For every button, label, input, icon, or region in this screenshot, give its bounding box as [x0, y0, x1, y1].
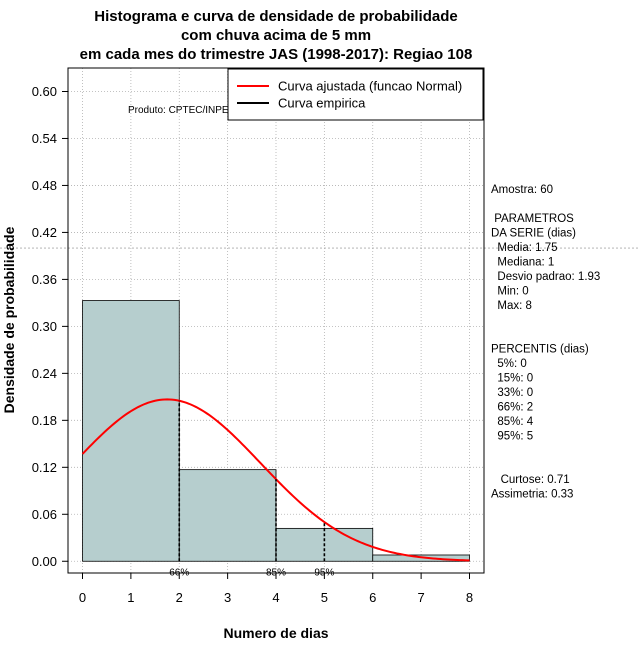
stats-line: 85%: 4 [491, 416, 534, 428]
credit: Produto: CPTEC/INPE [128, 105, 229, 116]
x-tick-label: 1 [127, 590, 134, 605]
legend-label-2: Curva empirica [278, 96, 366, 111]
legend-label-1: Curva ajustada (funcao Normal) [278, 79, 462, 94]
stats-line: Min: 0 [491, 286, 529, 298]
y-tick-label: 0.30 [32, 319, 57, 334]
stats-line: Curtose: 0.71 [491, 474, 570, 486]
x-tick-label: 8 [466, 590, 473, 605]
chart-title-line-1: Histograma e curva de densidade de proba… [94, 8, 457, 25]
stats-panel: Amostra: 60 PARAMETROS DA SERIE (dias) Me… [491, 184, 600, 501]
x-axis-label: Numero de dias [223, 625, 328, 641]
stats-line: PERCENTIS (dias) [491, 344, 589, 356]
credit-text: Produto: CPTEC/INPE [128, 105, 229, 116]
y-tick-label: 0.18 [32, 413, 57, 428]
stats-line: Desvio padrao: 1.93 [491, 271, 600, 283]
chart-title-line-2: com chuva acima de 5 mm [181, 27, 371, 44]
stats-line: 95%: 5 [491, 431, 533, 443]
stats-line: Amostra: 60 [491, 184, 553, 196]
axes: 0 1 2 3 4 5 6 7 8 0.00 0.06 0.12 0.18 0.24 0.30 0.36 0.4… [1, 67, 485, 641]
x-tick-label: 4 [272, 590, 279, 605]
y-tick-label: 0.12 [32, 460, 57, 475]
stats-line: 5%: 0 [491, 358, 527, 370]
stats-line: DA SERIE (dias) [491, 228, 576, 240]
legend: Curva ajustada (funcao Normal) Curva empi… [227, 68, 484, 121]
histogram-bars [82, 300, 470, 562]
chart-title: Histograma e curva de densidade de proba… [80, 8, 473, 63]
stats-line: Media: 1.75 [491, 242, 557, 254]
y-tick-label: 0.00 [32, 554, 57, 569]
x-tick-label: 6 [369, 590, 376, 605]
x-tick-label: 5 [321, 590, 328, 605]
y-tick-label: 0.36 [32, 272, 57, 287]
stats-line: PARAMETROS [491, 213, 574, 225]
y-tick-label: 0.42 [32, 225, 57, 240]
stats-line: Mediana: 1 [491, 257, 554, 269]
histogram-bar-1 [82, 300, 180, 562]
stats-line: 33%: 0 [491, 387, 533, 399]
stats-line: Assimetria: 0.33 [491, 489, 573, 501]
x-tick-label: 2 [176, 590, 183, 605]
y-axis-label: Densidade de probabilidade [1, 226, 17, 413]
x-tick-label: 3 [224, 590, 231, 605]
y-tick-label: 0.54 [32, 131, 57, 146]
histogram-bar-2 [178, 469, 277, 562]
x-tick-label: 0 [79, 590, 86, 605]
y-tick-label: 0.06 [32, 507, 57, 522]
stats-line: Max: 8 [491, 300, 532, 312]
chart-title-line-3: em cada mes do trimestre JAS (1998-2017)… [80, 46, 473, 63]
stats-line: 15%: 0 [491, 373, 533, 385]
x-tick-label: 7 [417, 590, 424, 605]
y-tick-label: 0.48 [32, 178, 57, 193]
stats-line: 66%: 2 [491, 402, 533, 414]
legend-box [227, 68, 484, 121]
y-tick-label: 0.60 [32, 84, 57, 99]
y-tick-label: 0.24 [32, 366, 57, 381]
